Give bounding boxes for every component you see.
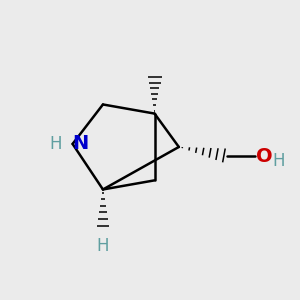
- Text: N: N: [73, 134, 89, 153]
- Text: O: O: [256, 147, 273, 166]
- Text: H: H: [272, 152, 285, 169]
- Text: H: H: [50, 135, 62, 153]
- Text: H: H: [97, 236, 109, 254]
